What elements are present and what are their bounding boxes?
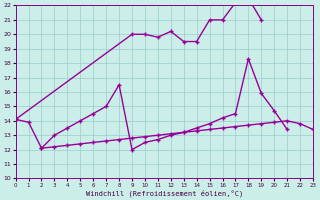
X-axis label: Windchill (Refroidissement éolien,°C): Windchill (Refroidissement éolien,°C)	[86, 189, 243, 197]
